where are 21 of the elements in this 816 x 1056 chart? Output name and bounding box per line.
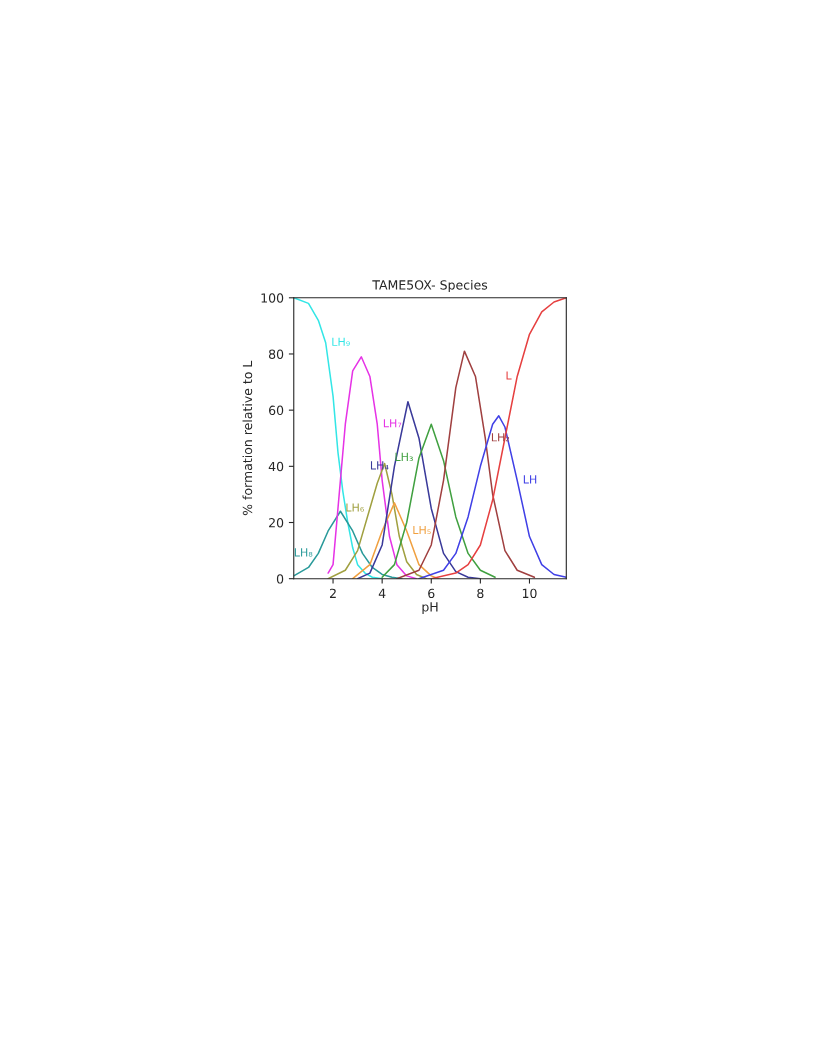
x-tick-label: 8 (477, 588, 484, 599)
y-axis-title: % formation relative to L (242, 360, 253, 516)
annotation: L (506, 371, 512, 380)
y-tick-label: 40 (268, 461, 284, 472)
annotation: LH₆ (346, 503, 364, 512)
x-tick-label: 2 (329, 588, 336, 598)
annotation: LH (523, 475, 537, 484)
x-axis-title: pH (422, 602, 438, 614)
annotation: LH₅ (413, 525, 431, 535)
y-tick-label: 100 (261, 293, 284, 303)
x-tick-label: 6 (428, 588, 435, 599)
chart-title: TAME5OX- Species (372, 279, 488, 293)
y-tick-label: 20 (269, 517, 284, 528)
y-tick-label: 80 (268, 349, 284, 359)
y-tick-label: 60 (269, 405, 284, 416)
annotation: LH₈ (294, 548, 313, 557)
x-tick-label: 4 (378, 588, 386, 598)
annotation: LH₉ (332, 337, 350, 346)
annotation: LH₇ (383, 419, 402, 428)
x-tick-label: 10 (522, 588, 537, 599)
y-tick-label: 0 (276, 574, 284, 584)
